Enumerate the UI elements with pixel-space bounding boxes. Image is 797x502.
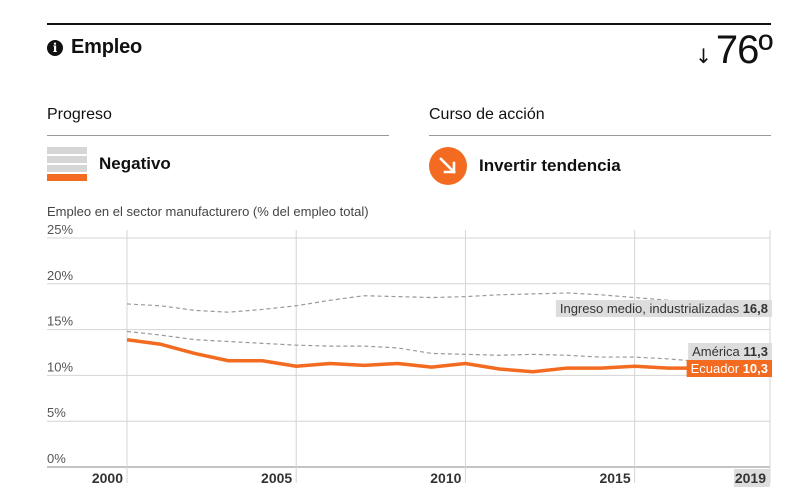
chart-title: Empleo en el sector manufacturero (% del… — [47, 204, 369, 219]
progress-status: Negativo — [47, 147, 171, 181]
progress-segment — [47, 147, 87, 154]
action-status: Invertir tendencia — [429, 147, 621, 185]
progress-status-text: Negativo — [99, 154, 171, 174]
y-tick-label: 10% — [47, 359, 73, 374]
action-label: Curso de acción — [429, 106, 545, 124]
info-icon[interactable]: i — [47, 40, 63, 56]
top-rule — [47, 23, 771, 25]
page-title: Empleo — [71, 36, 142, 59]
progress-label: Progreso — [47, 106, 112, 124]
progress-segment — [47, 156, 87, 163]
progress-rule — [47, 135, 389, 136]
series-label-text: Ingreso medio, industrializadas 16,8 — [560, 301, 768, 316]
series-end-label: Ecuador 10,3 — [687, 360, 772, 377]
arrow-down-right-icon — [429, 147, 467, 185]
x-tick-label: 2005 — [261, 470, 292, 486]
x-tick-label: 2010 — [430, 470, 461, 486]
series-label-text: América 11,3 — [692, 344, 768, 359]
series-label-text: Ecuador 10,3 — [691, 361, 768, 376]
rank: ↓ 76º — [695, 30, 772, 70]
series-line — [127, 340, 770, 373]
series-end-label: Ingreso medio, industrializadas 16,8 — [556, 300, 772, 317]
x-tick-label: 2000 — [92, 470, 123, 486]
action-status-text: Invertir tendencia — [479, 156, 621, 176]
progress-bars-icon — [47, 147, 87, 181]
rank-value: 76º — [716, 30, 772, 70]
progress-segment — [47, 165, 87, 172]
action-rule — [429, 135, 771, 136]
header-title: i Empleo — [47, 36, 142, 59]
y-tick-label: 5% — [47, 405, 66, 420]
y-tick-label: 25% — [47, 222, 73, 237]
y-tick-label: 15% — [47, 314, 73, 329]
x-tick-label: 2019 — [735, 470, 766, 486]
series-end-label: América 11,3 — [688, 343, 772, 360]
progress-segment-active — [47, 174, 87, 181]
arrow-down-icon: ↓ — [695, 46, 712, 66]
y-tick-label: 20% — [47, 268, 73, 283]
x-tick-label: 2015 — [599, 470, 630, 486]
y-tick-label: 0% — [47, 451, 66, 466]
line-chart: 0% 5% 10% 15% 20% 25% 2000 2005 2010 2015 2019 Ingr… — [0, 220, 797, 502]
